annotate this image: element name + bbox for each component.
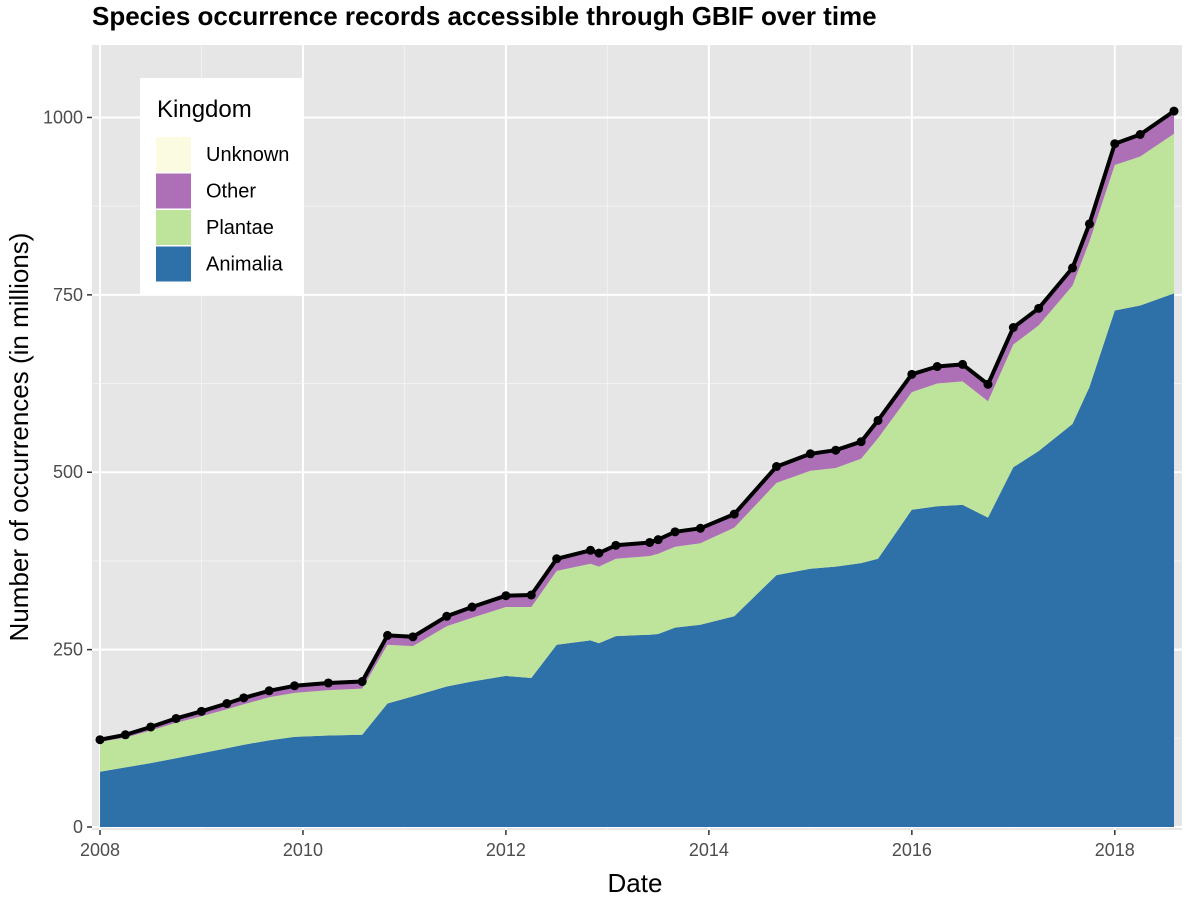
total-point <box>239 693 249 703</box>
total-point <box>1034 303 1044 313</box>
total-line <box>95 106 1179 745</box>
total-point <box>95 735 105 745</box>
total-point <box>467 602 477 612</box>
x-tick-label: 2018 <box>1095 840 1135 860</box>
total-point <box>526 590 536 600</box>
total-point <box>290 681 300 691</box>
area-plantae <box>100 133 1174 772</box>
chart-title: Species occurrence records accessible th… <box>92 1 877 31</box>
area-animalia <box>100 293 1174 827</box>
total-point <box>552 554 562 564</box>
total-point <box>585 545 595 555</box>
x-tick-label: 2014 <box>689 840 729 860</box>
total-point <box>1169 106 1179 116</box>
total-point <box>805 449 815 459</box>
legend-key-animalia <box>156 246 191 282</box>
legend-key-unknown <box>156 137 191 172</box>
total-point <box>501 591 511 601</box>
y-axis-title: Number of occurrences (in millions) <box>4 233 34 642</box>
legend-key-other <box>156 173 191 209</box>
stacked-areas <box>100 111 1174 827</box>
total-point <box>831 445 841 455</box>
legend-label-plantae: Plantae <box>206 217 274 239</box>
total-point <box>958 359 968 369</box>
y-tick-label: 500 <box>53 462 83 482</box>
total-point <box>323 678 333 688</box>
total-point <box>146 722 156 732</box>
legend-title: Kingdom <box>157 96 252 123</box>
total-point <box>120 730 130 740</box>
x-tick-label: 2008 <box>80 840 120 860</box>
axes: 0 250 500 750 1000 2008 2010 2012 2014 2016 2018 <box>43 107 1135 860</box>
total-point <box>729 509 739 519</box>
total-point <box>670 527 680 537</box>
total-point <box>196 706 206 716</box>
legend-key-plantae <box>156 210 191 245</box>
total-point <box>611 540 621 550</box>
total-point <box>383 630 393 640</box>
x-axis-title: Date <box>608 868 663 898</box>
y-tick-label: 0 <box>73 817 83 837</box>
total-point <box>594 548 604 558</box>
total-point <box>222 699 232 709</box>
total-point <box>264 686 274 696</box>
total-point <box>171 713 181 723</box>
total-point <box>357 677 367 687</box>
legend-label-animalia: Animalia <box>206 254 284 276</box>
total-point <box>983 379 993 389</box>
legend-label-unknown: Unknown <box>206 144 289 166</box>
total-point <box>1135 130 1145 140</box>
x-tick-label: 2010 <box>283 840 323 860</box>
total-point <box>442 611 452 621</box>
total-point <box>1084 219 1094 229</box>
total-point <box>907 369 917 379</box>
y-tick-label: 250 <box>53 640 83 660</box>
total-point <box>408 632 418 642</box>
total-point <box>772 462 782 472</box>
total-point <box>695 523 705 533</box>
total-point <box>645 537 655 547</box>
legend: Kingdom Unknown Other Plantae Animalia <box>140 78 302 295</box>
x-tick-label: 2016 <box>892 840 932 860</box>
y-tick-label: 1000 <box>43 107 83 127</box>
total-point <box>1008 322 1018 332</box>
legend-label-other: Other <box>206 181 256 203</box>
total-point <box>932 362 942 372</box>
total-point <box>653 535 663 545</box>
total-point <box>1068 263 1078 273</box>
total-point <box>856 437 866 447</box>
total-point <box>1110 139 1120 149</box>
total-point <box>873 415 883 425</box>
x-tick-label: 2012 <box>486 840 526 860</box>
y-tick-label: 750 <box>53 285 83 305</box>
